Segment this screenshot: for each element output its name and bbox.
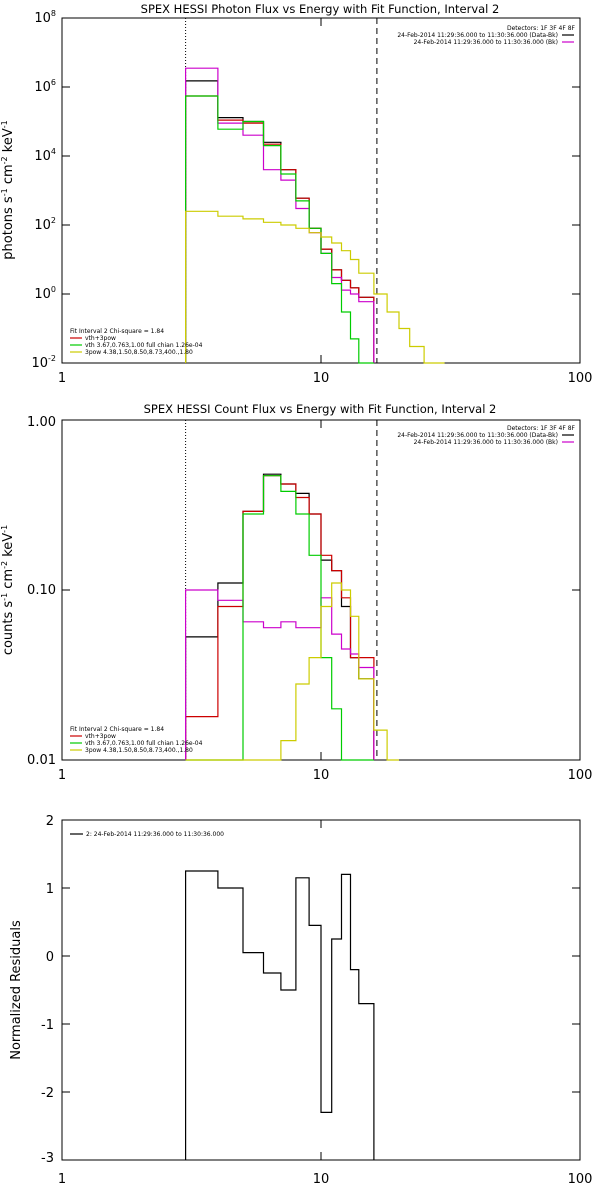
photon-y-ticks (62, 86, 580, 364)
count-flux-panel: SPEX HESSI Count Flux vs Energy with Fit… (0, 402, 592, 783)
photon-series-2 (185, 67, 375, 363)
count-legend-detectors: Detectors: 1F 3F 4F 8F (507, 425, 576, 432)
photon-ytick-1e0: 100 (34, 285, 56, 302)
count-ytick-1.00: 1.00 (27, 415, 56, 430)
photon-ytick-1e2: 102 (34, 216, 56, 233)
count-legend-vth3pow: vth+3pow (85, 733, 116, 740)
count-series-3 (185, 475, 374, 761)
count-legend-top: Detectors: 1F 3F 4F 8F 24-Feb-2014 11:29… (397, 425, 575, 446)
photon-panel-title: SPEX HESSI Photon Flux vs Energy with Fi… (141, 2, 500, 16)
count-legend-vth: vth 3.67,0.763,1.00 full chian 1.26e-04 (85, 740, 203, 747)
count-vlines (185, 420, 378, 760)
residuals-series-0 (185, 870, 375, 1160)
count-legend-3pow: 3pow 4.38,1.50,8.50,8.73,400.,1.80 (85, 747, 193, 754)
count-legend-bottom: Fit Interval 2 Chi-square = 1.84 vth+3po… (70, 726, 203, 754)
photon-legend-top: Detectors: 1F 3F 4F 8F 24-Feb-2014 11:29… (397, 25, 575, 46)
residuals-ytick-minus2: -2 (41, 1086, 54, 1101)
photon-legend-vth3pow: vth+3pow (85, 335, 116, 342)
residuals-y-ticks (62, 819, 580, 1093)
photon-ytick-1e6: 106 (34, 78, 56, 95)
photon-xtick-10: 10 (313, 371, 330, 386)
residuals-y-axis-label: Normalized Residuals (9, 920, 24, 1060)
count-series-4 (185, 582, 399, 761)
photon-ytick-1e4: 104 (34, 147, 56, 164)
photon-legend-vth: vth 3.67,0.763,1.00 full chian 1.26e-04 (85, 342, 203, 349)
count-xtick-10: 10 (313, 768, 330, 783)
residuals-legend: 2: 24-Feb-2014 11:29:36.000 to 11:30:36.… (86, 831, 224, 838)
photon-xtick-100: 100 (568, 371, 593, 386)
count-xtick-1: 1 (58, 768, 66, 783)
photon-legend-bottom: Fit Interval 2 Chi-square = 1.84 vth+3po… (70, 328, 203, 356)
count-xtick-100: 100 (568, 768, 593, 783)
count-series-1 (185, 475, 375, 760)
photon-y-axis-label: photons s-1 cm-2 keV-1 (0, 120, 16, 259)
photon-vlines (185, 18, 378, 363)
photon-legend-bk: 24-Feb-2014 11:29:36.000 to 11:30:36.000… (414, 39, 558, 46)
photon-series-1 (185, 95, 375, 363)
count-fit-header: Fit Interval 2 Chi-square = 1.84 (70, 726, 164, 733)
photon-plot-frame (61, 17, 581, 364)
residuals-ytick-0: 0 (46, 950, 54, 965)
photon-series-4 (185, 210, 445, 364)
residuals-ytick-1: 1 (46, 882, 54, 897)
photon-flux-panel: SPEX HESSI Photon Flux vs Energy with Fi… (0, 2, 592, 386)
residuals-ytick-minus3: -3 (41, 1151, 54, 1166)
photon-xtick-1: 1 (58, 371, 66, 386)
photon-ytick-1e-2: 10-2 (31, 354, 56, 371)
count-series-2 (185, 589, 375, 760)
photon-legend-3pow: 3pow 4.38,1.50,8.50,8.73,400.,1.80 (85, 349, 193, 356)
photon-legend-detectors: Detectors: 1F 3F 4F 8F (507, 25, 576, 32)
count-ytick-0.10: 0.10 (27, 583, 56, 598)
photon-legend-data-bk: 24-Feb-2014 11:29:36.000 to 11:30:36.000… (397, 32, 558, 39)
count-legend-data-bk: 24-Feb-2014 11:29:36.000 to 11:30:36.000… (397, 432, 558, 439)
count-y-ticks (62, 419, 580, 761)
residuals-series-group (185, 870, 375, 1160)
count-y-axis-label: counts s-1 cm-2 keV-1 (0, 525, 16, 655)
residuals-ytick-2: 2 (46, 814, 54, 829)
photon-series-group (185, 67, 445, 364)
photon-ytick-1e8: 108 (34, 9, 56, 26)
photon-fit-header: Fit Interval 2 Chi-square = 1.84 (70, 328, 164, 335)
count-series-group (185, 473, 399, 761)
count-panel-title: SPEX HESSI Count Flux vs Energy with Fit… (144, 402, 497, 416)
residuals-panel: 2 1 0 -1 -2 -3 1 10 100 Normalized Resid… (9, 814, 592, 1187)
residuals-ytick-minus1: -1 (41, 1018, 54, 1033)
residuals-xtick-100: 100 (568, 1172, 593, 1187)
residuals-xtick-10: 10 (313, 1172, 330, 1187)
count-ytick-0.01: 0.01 (27, 753, 56, 768)
photon-series-3 (185, 95, 374, 364)
count-legend-bk: 24-Feb-2014 11:29:36.000 to 11:30:36.000… (414, 439, 558, 446)
residuals-xtick-1: 1 (58, 1172, 66, 1187)
